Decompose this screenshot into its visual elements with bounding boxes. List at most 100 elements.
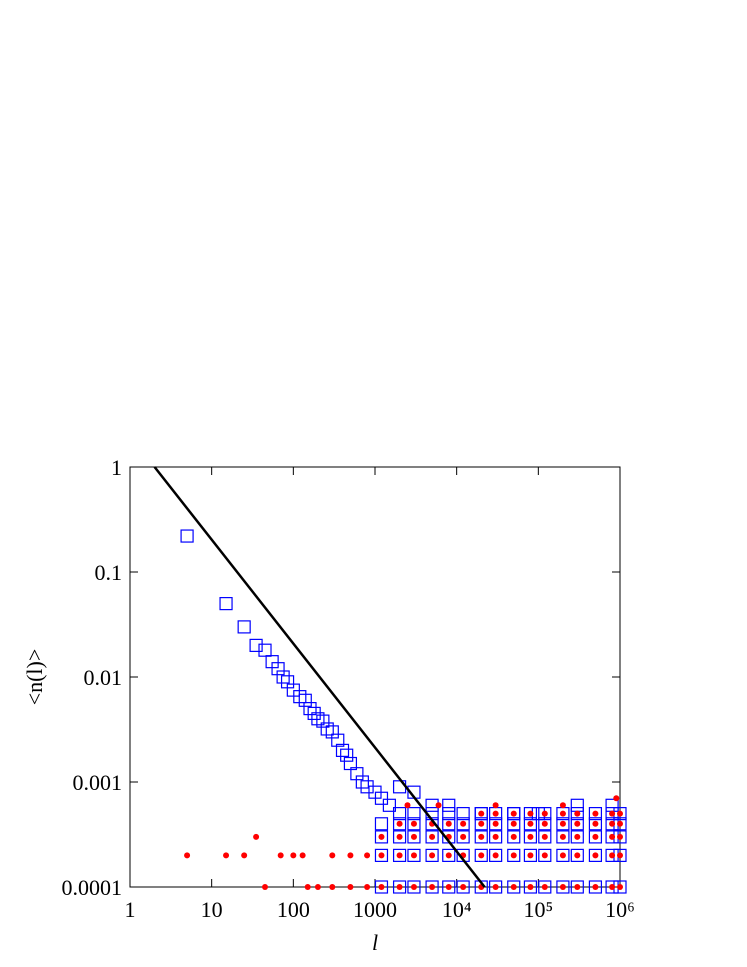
square-point	[456, 807, 470, 821]
dot-point	[429, 852, 436, 859]
dot-point	[510, 810, 517, 817]
square-point	[474, 848, 488, 862]
dot-point	[396, 884, 403, 890]
square-point	[442, 807, 456, 821]
dot-point	[445, 852, 452, 859]
square-point	[425, 830, 439, 844]
y-axis-label: <n(l)>	[22, 649, 47, 706]
square-point	[249, 638, 263, 652]
square-point	[556, 830, 570, 844]
dot-point	[574, 884, 581, 890]
x-tick-label: 100	[277, 897, 310, 922]
square-point	[219, 597, 233, 611]
dot-point	[609, 884, 616, 890]
dot-point	[592, 884, 599, 890]
square-point	[474, 807, 488, 821]
dot-point	[541, 884, 548, 890]
dot-point	[396, 820, 403, 827]
dot-point	[613, 795, 620, 802]
dot-point	[299, 852, 306, 859]
square-point	[588, 880, 603, 894]
square-point	[507, 807, 521, 821]
square-point	[570, 830, 584, 844]
dot-point	[492, 833, 499, 840]
dot-point	[559, 833, 566, 840]
dot-point	[541, 833, 548, 840]
square-point	[523, 848, 538, 862]
fit-line	[153, 466, 486, 888]
square-point	[307, 706, 321, 721]
square-point	[442, 880, 456, 894]
y-tick-label: 0.0001	[62, 875, 123, 900]
dot-point	[559, 820, 566, 827]
square-point	[374, 791, 389, 805]
square-point	[355, 775, 369, 789]
dot-point	[396, 852, 403, 859]
square-point	[331, 733, 345, 747]
dot-point	[527, 820, 534, 827]
dot-point	[478, 820, 485, 827]
square-point	[374, 830, 389, 844]
dot-point	[527, 810, 534, 817]
square-point	[407, 817, 421, 831]
y-tick-label: 0.1	[95, 560, 123, 585]
square-point	[507, 830, 521, 844]
dot-point	[378, 833, 385, 840]
dot-point	[510, 833, 517, 840]
square-point	[276, 670, 290, 684]
square-point	[474, 830, 488, 844]
dot-point	[527, 852, 534, 859]
dot-point	[304, 884, 311, 890]
dot-point	[396, 833, 403, 840]
square-point	[507, 848, 521, 862]
square-point	[523, 817, 538, 831]
dot-point	[609, 810, 616, 817]
dot-point	[347, 884, 354, 890]
square-point	[320, 722, 334, 736]
dot-point	[617, 833, 623, 840]
square-point	[489, 817, 503, 831]
dot-point	[241, 852, 248, 859]
dot-point	[277, 852, 284, 859]
square-point	[392, 848, 407, 862]
dot-point	[574, 833, 581, 840]
dot-point	[445, 884, 452, 890]
dot-point	[478, 833, 485, 840]
square-point	[392, 830, 407, 844]
square-point	[523, 880, 538, 894]
square-point	[489, 848, 503, 862]
square-point	[489, 880, 503, 894]
square-point	[374, 817, 389, 831]
y-tick-label: 0.001	[73, 770, 123, 795]
dot-point	[592, 833, 599, 840]
dot-point	[478, 852, 485, 859]
dot-point	[510, 852, 517, 859]
x-axis-label: l	[372, 930, 378, 955]
dot-point	[527, 884, 534, 890]
square-point	[588, 830, 603, 844]
square-point	[407, 848, 421, 862]
dot-point	[492, 884, 499, 890]
dot-point	[253, 833, 260, 840]
square-point	[556, 848, 570, 862]
dot-point	[527, 833, 534, 840]
square-point	[258, 643, 272, 657]
x-tick-label: 10	[201, 897, 223, 922]
square-point	[538, 807, 552, 821]
square-point	[425, 817, 439, 831]
square-point	[392, 817, 407, 831]
dot-point	[429, 833, 436, 840]
dot-point	[492, 820, 499, 827]
square-point	[538, 848, 552, 862]
square-point	[588, 848, 603, 862]
x-tick-label: 10⁶	[605, 897, 635, 922]
dot-point	[541, 810, 548, 817]
x-tick-label: 10⁴	[442, 897, 472, 922]
dot-point	[559, 810, 566, 817]
x-tick-label: 1000	[353, 897, 397, 922]
dot-point	[460, 833, 467, 840]
dot-point	[429, 884, 436, 890]
dot-point	[460, 820, 467, 827]
dot-point	[617, 820, 623, 827]
square-point	[474, 817, 488, 831]
